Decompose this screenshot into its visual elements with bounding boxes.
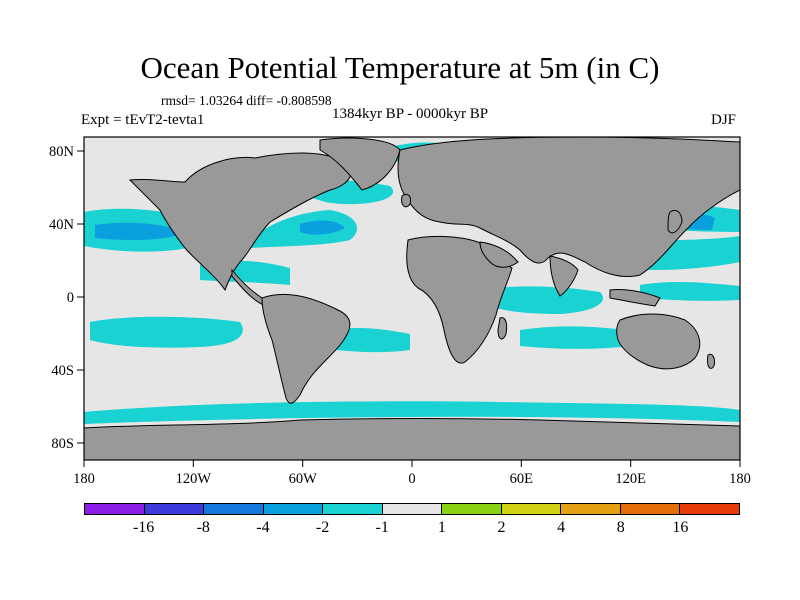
legend-label: -16	[132, 519, 155, 536]
legend-label: -1	[375, 519, 389, 536]
x-tick-label: 120W	[176, 471, 212, 487]
time-period: 1384kyr BP - 0000kyr BP	[331, 106, 489, 122]
land-masses	[84, 137, 740, 460]
indian-ocean-cooling	[480, 286, 604, 314]
legend-swatch	[144, 504, 205, 514]
india	[549, 255, 579, 297]
north-pacific-east-strong	[95, 222, 185, 240]
north-america	[128, 152, 352, 292]
greenland	[319, 137, 401, 191]
japan	[667, 209, 683, 234]
legend-swatch	[680, 504, 740, 514]
x-tick-label: 120E	[615, 471, 646, 487]
new-zealand	[707, 353, 715, 369]
south-pacific-cooling	[90, 316, 243, 348]
legend-label: -2	[315, 519, 330, 536]
y-tick-label: 40N	[49, 217, 75, 233]
x-tick-label: 180	[73, 471, 95, 487]
legend-swatch	[620, 504, 681, 514]
eurasia	[397, 137, 740, 277]
legend-label: 8	[616, 519, 625, 536]
axis-ticks	[77, 150, 741, 467]
rmsd-diff-stats: rmsd= 1.03264 diff= -0.808598	[161, 93, 332, 108]
legend-swatch	[323, 504, 383, 514]
legend-swatch	[382, 504, 443, 514]
x-tick-label: 0	[408, 471, 415, 487]
arabia	[479, 241, 519, 268]
legend-swatch	[263, 504, 324, 514]
y-tick-label: 40S	[51, 363, 74, 379]
africa	[406, 235, 513, 364]
australia	[616, 313, 701, 370]
southern-ocean-cooling	[84, 401, 740, 424]
southeast-asia-islands	[609, 289, 661, 307]
legend-swatch	[442, 504, 502, 514]
color-legend-bar	[84, 503, 740, 515]
y-tick-label: 0	[67, 290, 74, 306]
legend-label: 1	[437, 519, 446, 536]
north-atlantic-strong	[300, 220, 345, 235]
legend-label: 4	[557, 519, 566, 536]
uk-isles	[401, 193, 411, 208]
x-tick-label: 60W	[289, 471, 318, 487]
legend-swatch	[561, 504, 621, 514]
experiment-label: Expt = tEvT2-tevta1	[81, 112, 205, 128]
x-tick-label: 180	[729, 471, 751, 487]
legend-label: -8	[196, 519, 210, 536]
x-tick-label: 60E	[510, 471, 534, 487]
legend-label: -4	[256, 519, 270, 536]
legend-label: 16	[672, 519, 689, 536]
y-tick-label: 80S	[51, 436, 74, 452]
legend-swatch	[204, 504, 264, 514]
legend-swatch	[501, 504, 562, 514]
season-label: DJF	[711, 112, 737, 128]
map-title: Ocean Potential Temperature at 5m (in C)	[140, 50, 660, 85]
equatorial-pacific-cooling	[640, 282, 740, 301]
south-america	[261, 293, 351, 404]
antarctica	[84, 418, 740, 460]
indian-southwest-cooling	[520, 326, 640, 349]
y-tick-label: 80N	[49, 144, 75, 160]
legend-label: 2	[497, 519, 506, 536]
madagascar	[497, 317, 508, 340]
legend-swatch	[85, 504, 145, 514]
